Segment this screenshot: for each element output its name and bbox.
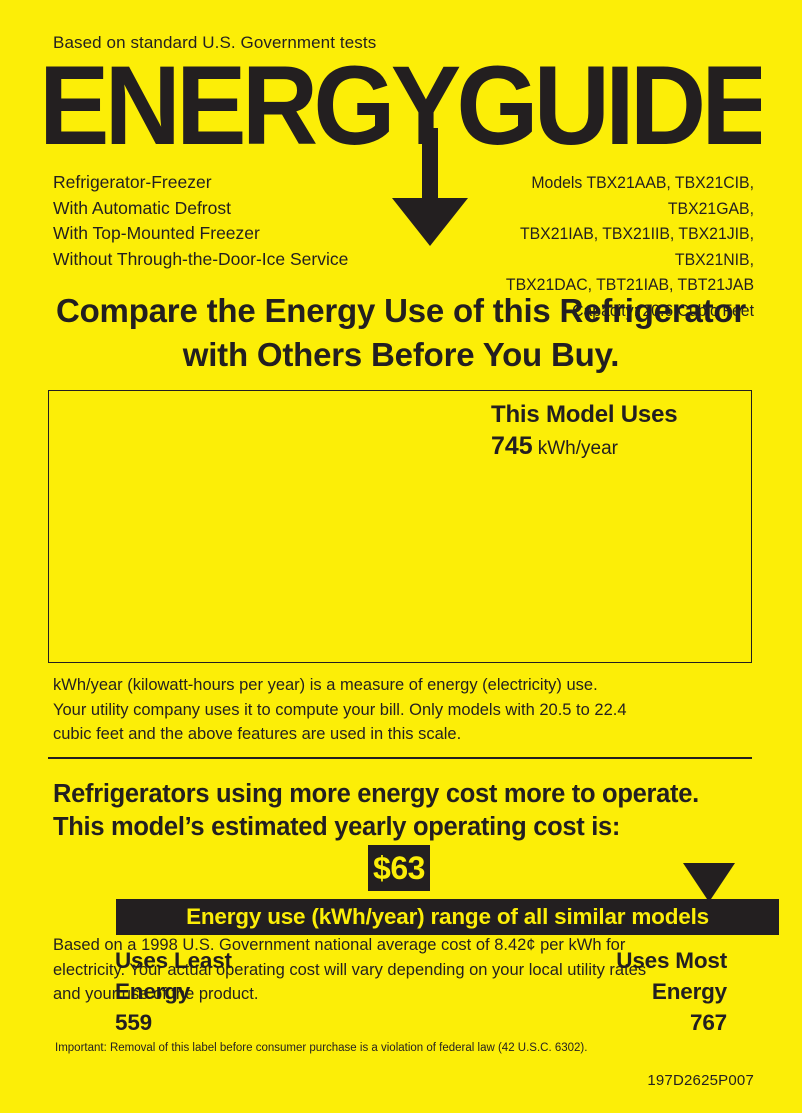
uses-most-label-line1: Uses Most (616, 948, 727, 973)
uses-most-energy-block: Uses Most Energy 767 (616, 945, 727, 1038)
range-bar-label: Energy use (kWh/year) range of all simil… (186, 904, 709, 929)
kwh-explanation-line3: cubic feet and the above features are us… (53, 725, 462, 743)
uses-most-label-line2: Energy (651, 979, 727, 1004)
feature-item: Without Through-the-Door-Ice Service (53, 248, 349, 269)
capacity-line: Capacity: 20.6 Cubic Feet (572, 300, 754, 320)
operating-cost-headline-line2: This model’s estimated yearly operating … (53, 813, 621, 841)
range-bar: Energy use (kWh/year) range of all simil… (116, 899, 779, 935)
kwh-explanation: kWh/year (kilowatt-hours per year) is a … (53, 673, 763, 747)
cost-disclaimer-line1: Based on a 1998 U.S. Government national… (53, 936, 626, 954)
uses-least-energy-block: Uses Least Energy 559 (115, 945, 232, 1038)
this-model-uses-unit: kWh/year (537, 438, 618, 459)
kwh-explanation-line2: Your utility company uses it to compute … (53, 700, 627, 719)
cost-disclaimer: Based on a 1998 U.S. Government national… (53, 933, 763, 1007)
this-model-uses-value-row: 745 kWh/year (491, 432, 726, 464)
operating-cost-headline: Refrigerators using more energy cost mor… (53, 778, 699, 844)
model-line: TBX21DAC, TBT21IAB, TBT21JAB (505, 275, 754, 294)
triangle-pointer-icon (683, 863, 735, 902)
standard-tests-note: Based on standard U.S. Government tests (53, 33, 377, 52)
compare-headline-line2: with Others Before You Buy. (182, 336, 620, 373)
feature-item: With Automatic Defrost (53, 197, 231, 218)
energyguide-wordmark: ENERGYGUIDE (45, 52, 761, 157)
uses-least-label-line1: Uses Least (115, 948, 232, 973)
compare-headline-line1: Compare the Energy Use of this Refrigera… (55, 292, 747, 329)
part-number: 197D2625P007 (647, 1072, 754, 1089)
model-line: Models TBX21AAB, TBX21CIB, TBX21GAB, (531, 173, 754, 218)
this-model-uses-title: This Model Uses (491, 401, 678, 428)
model-line: TBX21IAB, TBX21IIB, TBX21JIB, TBX21NIB, (519, 224, 754, 269)
yearly-operating-cost-amount: $63 (368, 845, 430, 891)
section-divider (48, 757, 752, 759)
model-numbers: Models TBX21AAB, TBX21CIB, TBX21GAB, TBX… (447, 170, 754, 323)
compare-headline: Compare the Energy Use of this Refrigera… (0, 289, 802, 377)
cost-disclaimer-line2: electricity. Your actual operating cost … (53, 960, 647, 979)
cost-disclaimer-line3: and your use of the product. (53, 985, 259, 1003)
uses-most-value: 767 (690, 1010, 727, 1035)
this-model-uses-block: This Model Uses 745 kWh/year (491, 401, 726, 464)
this-model-uses-value: 745 (491, 432, 533, 460)
uses-least-value: 559 (115, 1010, 152, 1035)
legal-fineprint: Important: Removal of this label before … (55, 1042, 588, 1054)
operating-cost-headline-line1: Refrigerators using more energy cost mor… (53, 780, 699, 808)
kwh-explanation-line1: kWh/year (kilowatt-hours per year) is a … (53, 676, 598, 694)
feature-item: Refrigerator-Freezer (53, 172, 212, 192)
product-features: Refrigerator-Freezer With Automatic Defr… (53, 170, 348, 272)
energy-scale-box: This Model Uses 745 kWh/year Energy use (… (48, 390, 779, 1035)
feature-item: With Top-Mounted Freezer (53, 223, 260, 243)
svg-text:ENERGYGUIDE: ENERGYGUIDE (45, 52, 761, 157)
uses-least-label-line2: Energy (115, 979, 191, 1004)
down-arrow-icon (382, 128, 478, 246)
